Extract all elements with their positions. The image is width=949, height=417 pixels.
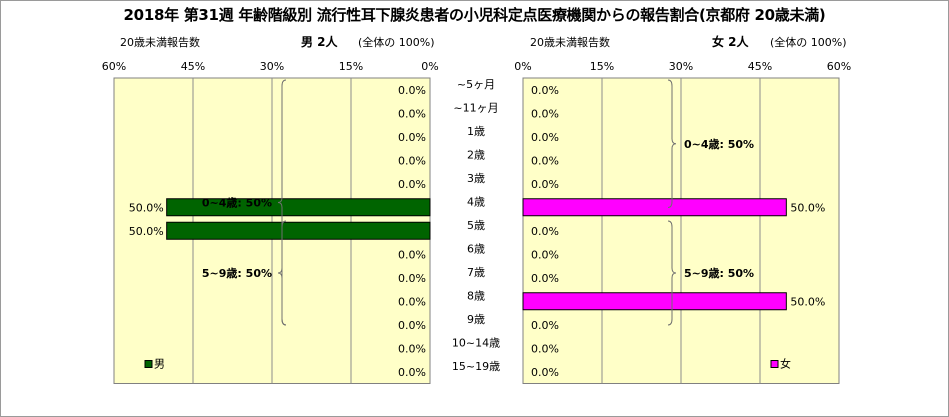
left-tick-label: 30% (260, 60, 284, 73)
right-sex-count: 女 2人 (712, 35, 749, 49)
right-data-label: 0.0% (531, 366, 559, 379)
right-group-brace (667, 220, 677, 326)
left-legend-swatch (144, 360, 153, 368)
right-group-brace (667, 79, 677, 208)
right-data-label: 0.0% (531, 342, 559, 355)
category-label: 1歳 (467, 125, 485, 138)
right-tick-label: 0% (514, 60, 531, 73)
category-label: 4歳 (467, 195, 485, 208)
left-bar (166, 221, 431, 240)
category-label: 3歳 (467, 172, 485, 185)
right-group-label: 5~9歳: 50% (684, 266, 754, 280)
left-count-label: 20歳未満報告数 (120, 36, 200, 49)
right-data-label: 0.0% (531, 319, 559, 332)
left-data-label: 50.0% (129, 201, 164, 214)
category-label: 7歳 (467, 266, 485, 279)
right-data-label: 0.0% (531, 225, 559, 238)
right-data-label: 50.0% (790, 201, 825, 214)
category-label: 8歳 (467, 289, 485, 302)
category-label: 6歳 (467, 242, 485, 255)
category-label: 2歳 (467, 148, 485, 161)
left-legend-label: 男 (154, 358, 165, 371)
left-group-brace (277, 220, 287, 326)
left-data-label: 0.0% (398, 295, 426, 308)
right-count-label: 20歳未満報告数 (530, 36, 610, 49)
left-tick-label: 0% (421, 60, 438, 73)
left-tick-label: 60% (102, 60, 126, 73)
category-label: ~5ヶ月 (457, 78, 495, 91)
right-data-label: 0.0% (531, 272, 559, 285)
left-data-label: 0.0% (398, 272, 426, 285)
right-tick-label: 30% (669, 60, 693, 73)
right-tick-label: 15% (590, 60, 614, 73)
right-data-label: 0.0% (531, 248, 559, 261)
left-sex-count: 男 2人 (301, 35, 338, 49)
right-data-label: 50.0% (790, 295, 825, 308)
right-tick-label: 60% (827, 60, 851, 73)
right-data-label: 0.0% (531, 131, 559, 144)
right-bar (522, 198, 787, 217)
category-label: 9歳 (467, 313, 485, 326)
right-data-label: 0.0% (531, 84, 559, 97)
left-data-label: 0.0% (398, 248, 426, 261)
left-data-label: 0.0% (398, 319, 426, 332)
right-group-label: 0~4歳: 50% (684, 137, 754, 151)
left-data-label: 0.0% (398, 342, 426, 355)
category-label: 5歳 (467, 219, 485, 232)
left-data-label: 0.0% (398, 178, 426, 191)
left-tick-label: 45% (181, 60, 205, 73)
chart-title: 2018年 第31週 年齢階級別 流行性耳下腺炎患者の小児科定点医療機関からの報… (123, 6, 826, 24)
right-legend-swatch (770, 360, 779, 368)
left-share: (全体の 100%) (358, 36, 435, 49)
left-data-label: 0.0% (398, 366, 426, 379)
right-data-label: 0.0% (531, 178, 559, 191)
right-tick-label: 45% (748, 60, 772, 73)
left-group-label: 5~9歳: 50% (202, 266, 272, 280)
category-label: 15~19歳 (452, 360, 500, 373)
left-data-label: 0.0% (398, 154, 426, 167)
right-bar (522, 292, 787, 311)
left-bar (166, 198, 431, 217)
left-data-label: 50.0% (129, 225, 164, 238)
left-data-label: 0.0% (398, 131, 426, 144)
right-data-label: 0.0% (531, 154, 559, 167)
category-label: ~11ヶ月 (453, 101, 498, 114)
right-share: (全体の 100%) (770, 36, 847, 49)
left-tick-label: 15% (339, 60, 363, 73)
left-data-label: 0.0% (398, 84, 426, 97)
left-data-label: 0.0% (398, 107, 426, 120)
right-data-label: 0.0% (531, 107, 559, 120)
category-label: 10~14歳 (452, 336, 500, 349)
right-legend-label: 女 (780, 357, 791, 371)
left-group-label: 0~4歳: 50% (202, 196, 272, 210)
